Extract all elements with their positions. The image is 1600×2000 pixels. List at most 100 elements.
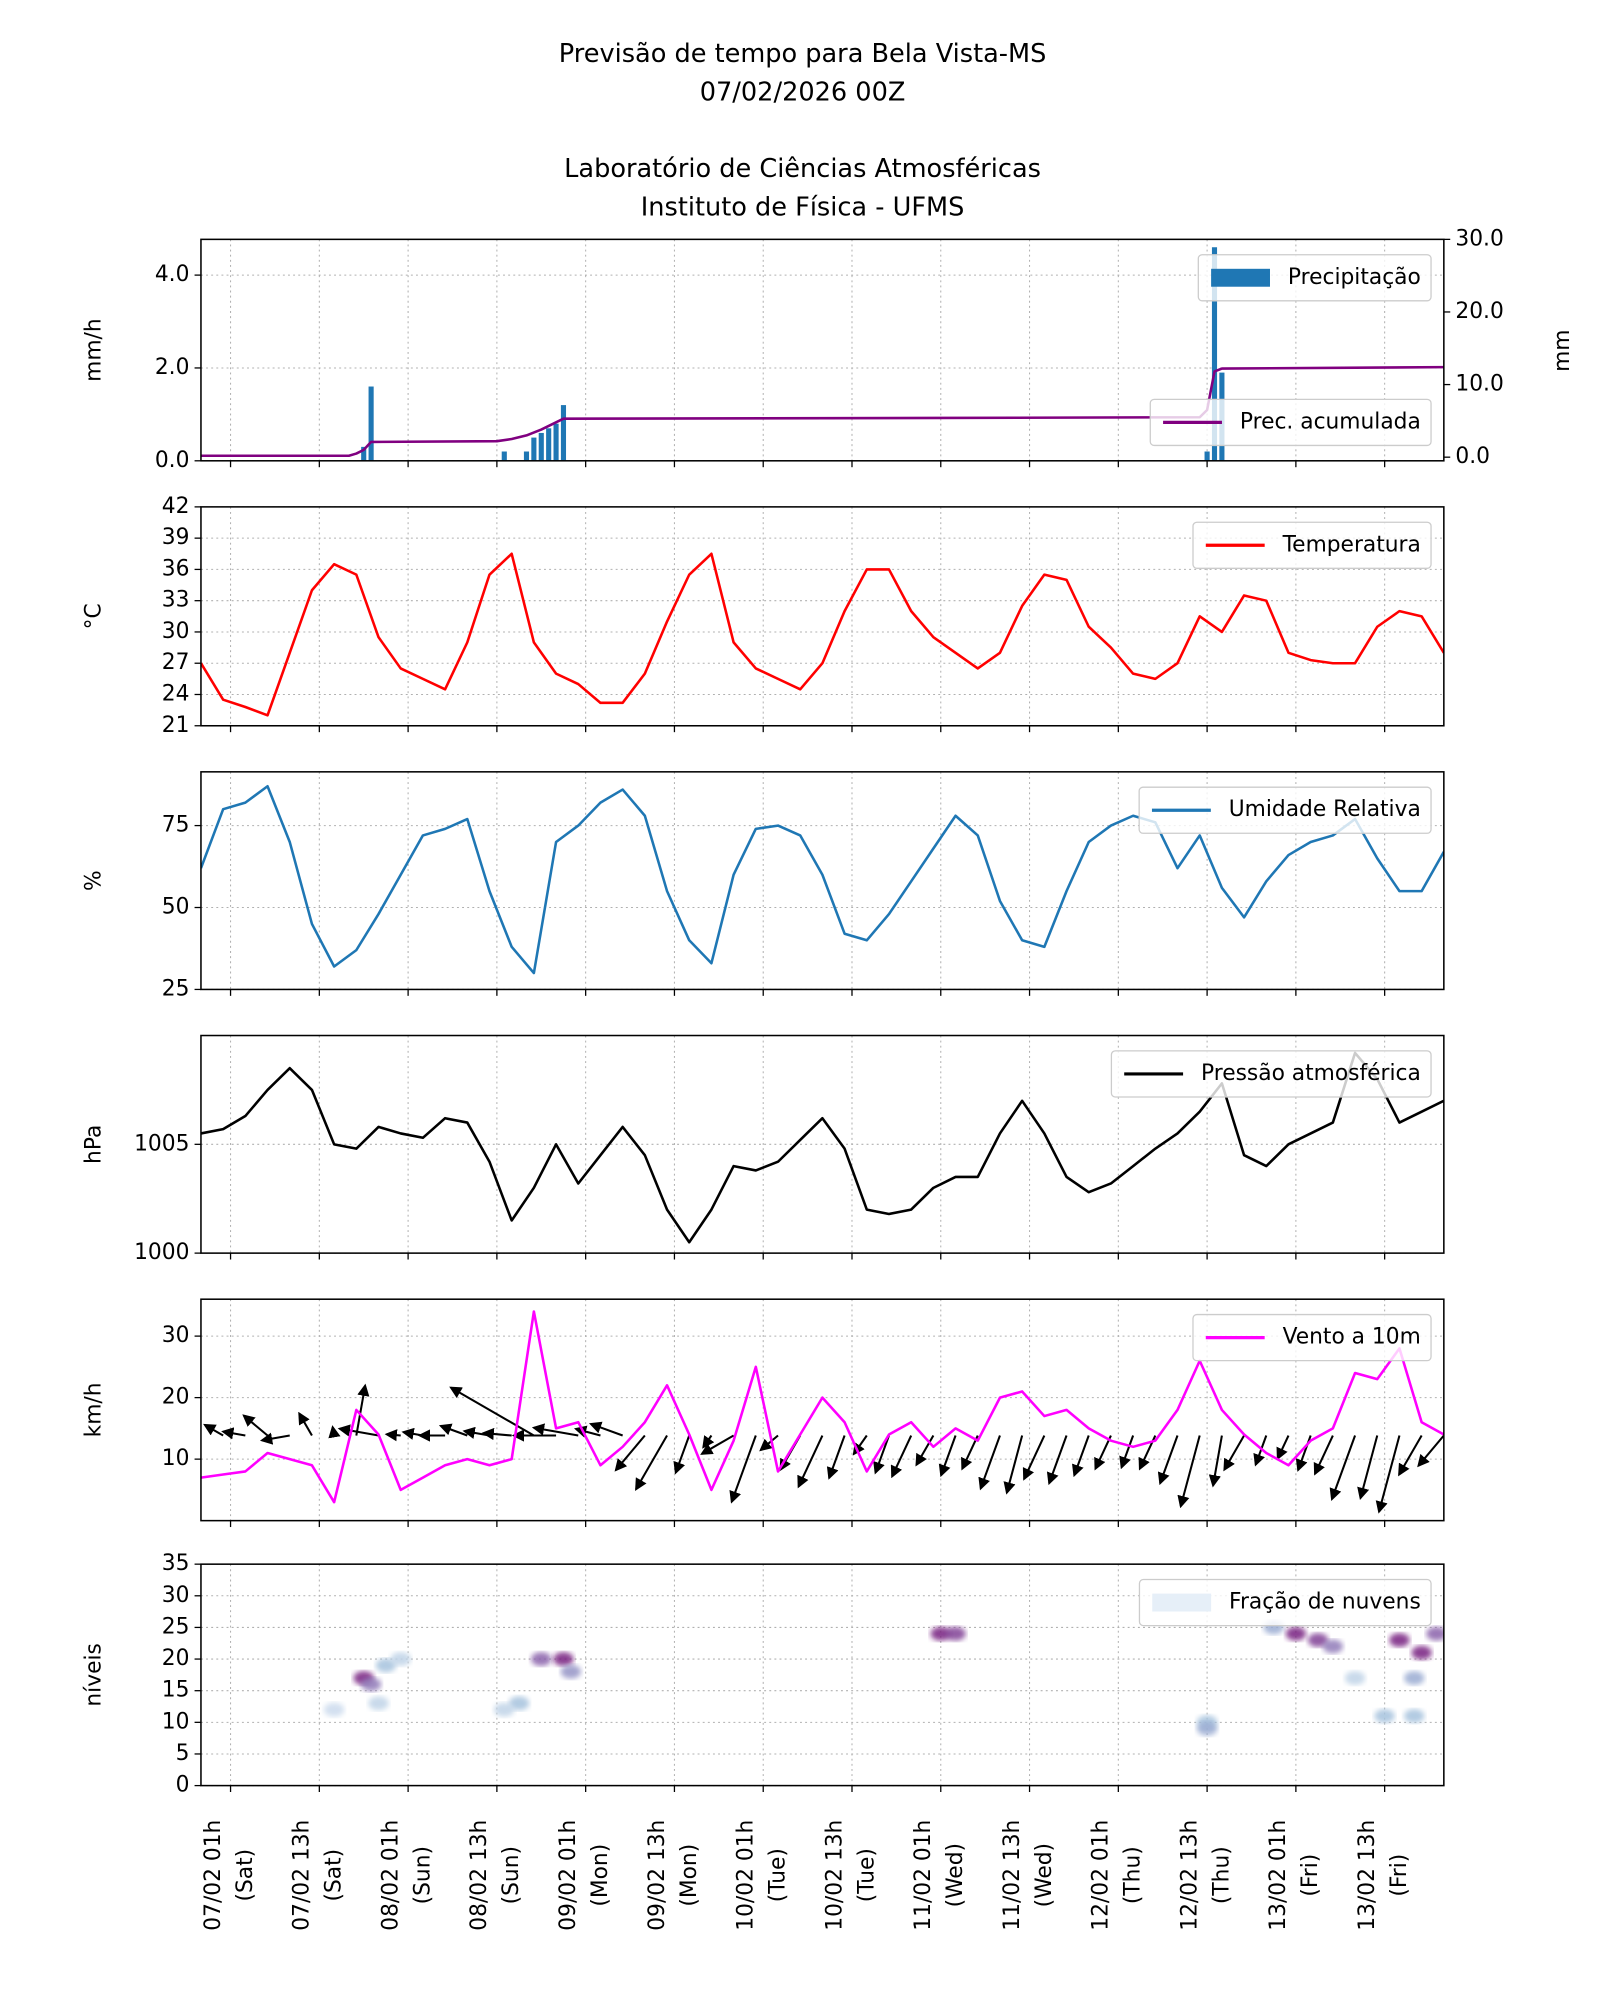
wind-arrow xyxy=(221,1427,246,1440)
cloud-cell xyxy=(531,1652,552,1667)
cloud-cell xyxy=(1285,1626,1307,1641)
wind-arrow xyxy=(1119,1435,1135,1470)
title-line: Laboratório de Ciências Atmosféricas xyxy=(564,154,1041,184)
x-tick-day: (Mon) xyxy=(588,1844,613,1907)
wind-arrow xyxy=(203,1423,224,1437)
bar xyxy=(1204,451,1210,461)
legend-swatch xyxy=(1211,268,1270,287)
x-tick-label: 12/02 13h xyxy=(1177,1820,1202,1931)
wind-arrow xyxy=(1276,1435,1290,1461)
x-tick-label: 09/02 01h xyxy=(556,1820,581,1931)
y2-tick-label: 20.0 xyxy=(1455,299,1503,324)
wind-arrow xyxy=(1375,1435,1401,1514)
x-tick-label: 10/02 01h xyxy=(734,1820,759,1931)
wind-arrow xyxy=(573,1425,601,1438)
y-tick-label: 36 xyxy=(162,556,190,581)
cloud-cell xyxy=(1322,1639,1344,1654)
bar xyxy=(531,437,537,461)
bar xyxy=(538,432,544,461)
wind-arrow xyxy=(1357,1435,1379,1501)
y-axis-label: níveis xyxy=(82,1643,107,1706)
wind-arrow xyxy=(673,1435,691,1475)
panel: 25 50 75 Umidade Relativa% xyxy=(82,771,1445,1001)
axes-frame xyxy=(200,1298,1445,1522)
x-tick-day: (Sat) xyxy=(322,1849,347,1902)
wind-arrow xyxy=(852,1434,868,1456)
plot-area xyxy=(200,1310,1444,1514)
legend: Umidade Relativa xyxy=(1138,786,1432,834)
y-tick-label: 0 xyxy=(176,1773,190,1798)
legend-label: Vento a 10m xyxy=(1283,1325,1421,1350)
bar xyxy=(501,451,507,461)
wind-arrow xyxy=(449,1386,535,1437)
y-axis-label: mm/h xyxy=(82,318,107,382)
wind-arrow xyxy=(614,1434,646,1472)
legend-label: Fração de nuvens xyxy=(1229,1590,1421,1615)
cloud-cell xyxy=(1411,1645,1432,1660)
wind-arrow xyxy=(328,1425,341,1439)
wind-arrow xyxy=(873,1435,890,1475)
bar xyxy=(361,446,367,461)
y-tick-label: 2.0 xyxy=(155,355,190,380)
cloud-cell xyxy=(323,1702,345,1717)
legend-box xyxy=(1192,1313,1432,1362)
wind-arrow xyxy=(797,1435,824,1489)
plot-area xyxy=(200,784,1444,975)
legend-label: Temperatura xyxy=(1282,532,1421,557)
x-tick-label: 08/02 01h xyxy=(378,1820,403,1931)
wind-arrow xyxy=(242,1414,269,1437)
y-tick-label: 35 xyxy=(162,1551,190,1576)
bar xyxy=(1211,247,1218,461)
x-tick-day: (Wed) xyxy=(943,1843,968,1907)
panel: 21 24 27 30 33 36 39 42 Temperatura °C xyxy=(82,494,1445,738)
cloud-cell xyxy=(1374,1709,1395,1723)
y-tick-label: 20 xyxy=(162,1646,190,1671)
cloud-cell xyxy=(1404,1709,1425,1723)
wind-arrow xyxy=(1022,1435,1046,1481)
x-tick-label: 10/02 13h xyxy=(822,1820,847,1931)
wind-arrow xyxy=(729,1435,757,1504)
y2-tick-label: 30.0 xyxy=(1455,226,1503,251)
y2-tick-label: 0.0 xyxy=(1455,444,1490,469)
plot-area xyxy=(200,1051,1444,1244)
y-axis-label: km/h xyxy=(82,1382,107,1437)
x-tick-label: 13/02 01h xyxy=(1266,1820,1291,1931)
y2-tick-label: 10.0 xyxy=(1455,372,1503,397)
wind-arrow xyxy=(531,1423,579,1437)
wind-arrow xyxy=(298,1411,313,1437)
y-tick-label: 0.0 xyxy=(155,448,190,473)
wind-arrow xyxy=(700,1434,735,1455)
legend-label: Pressão atmosférica xyxy=(1201,1061,1421,1086)
bar xyxy=(546,428,552,461)
y-tick-label: 20 xyxy=(162,1385,190,1410)
wind-arrow xyxy=(1072,1435,1090,1478)
cloud-cell xyxy=(553,1652,574,1667)
legend: Prec. acumulada xyxy=(1149,398,1432,447)
wind-arrow xyxy=(1329,1435,1357,1501)
x-tick-label: 11/02 01h xyxy=(911,1820,936,1931)
wind-arrow xyxy=(384,1429,401,1442)
x-tick-label: 09/02 13h xyxy=(645,1820,670,1931)
bar xyxy=(560,405,567,461)
legend: Pressão atmosférica xyxy=(1110,1050,1432,1098)
wind-arrow xyxy=(588,1421,624,1437)
wind-arrow xyxy=(915,1435,935,1467)
legend: Fração de nuvens xyxy=(1138,1578,1432,1627)
data-line xyxy=(200,552,1444,717)
legend-label: Precipitação xyxy=(1288,265,1421,290)
cloud-cell xyxy=(560,1664,582,1679)
axes-frame xyxy=(200,1563,1445,1787)
wind-arrow xyxy=(635,1435,668,1491)
x-tick-label: 07/02 01h xyxy=(201,1820,226,1931)
wind-arrow xyxy=(759,1434,779,1452)
axes-frame xyxy=(200,771,1445,991)
x-tick-day: (Tue) xyxy=(766,1848,791,1902)
bar xyxy=(368,386,374,461)
y-tick-label: 33 xyxy=(162,588,190,613)
cloud-cell xyxy=(1307,1633,1329,1648)
wind-arrow xyxy=(1313,1435,1334,1476)
x-tick-day: (Mon) xyxy=(677,1844,702,1907)
legend-label: Prec. acumulada xyxy=(1240,409,1421,434)
y-axis-label: °C xyxy=(82,603,107,629)
